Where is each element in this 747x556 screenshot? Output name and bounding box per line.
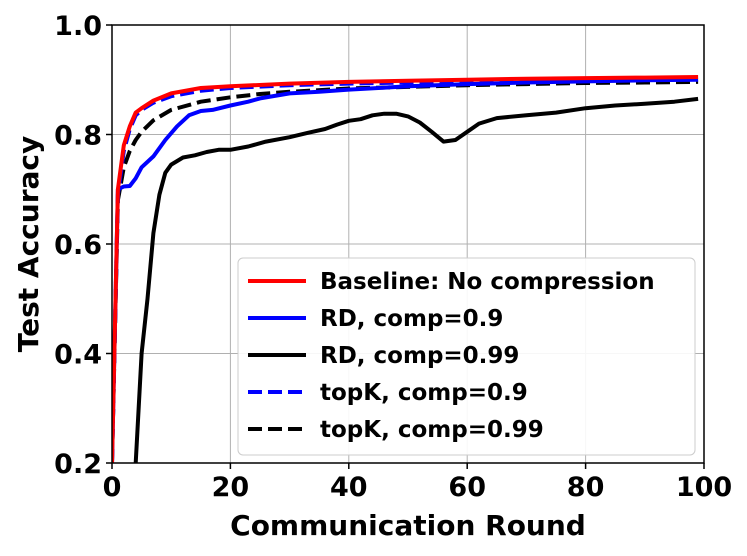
legend-box	[237, 257, 696, 456]
legend-label: topK, comp=0.9	[320, 380, 528, 406]
legend-label: RD, comp=0.9	[320, 306, 503, 332]
series-layer	[112, 75, 699, 463]
legend-label: RD, comp=0.99	[320, 343, 519, 369]
legend: Baseline: No compression RD, comp=0.9 RD, …	[237, 257, 696, 456]
y-tick-label: 1.0	[54, 11, 102, 42]
series-line-1	[112, 77, 699, 463]
x-tick-label: 80	[567, 472, 605, 503]
y-tick-label: 0.8	[54, 121, 102, 152]
x-tick-label: 0	[103, 472, 122, 503]
x-tick-label: 60	[448, 472, 486, 503]
series-line-2	[133, 96, 699, 463]
y-tick-label: 0.4	[54, 340, 102, 371]
y-tick-label: 0.2	[54, 449, 102, 480]
ticks: 0 20 40 60 80 100 0.2 0.4 0.6 0.8 1.0	[54, 11, 732, 503]
series-line-0	[112, 75, 699, 463]
legend-label: Baseline: No compression	[320, 269, 655, 295]
legend-label: topK, comp=0.99	[320, 417, 544, 443]
x-tick-label: 40	[330, 472, 368, 503]
y-axis-label: Test Accuracy	[12, 136, 45, 353]
x-tick-label: 20	[212, 472, 250, 503]
x-axis-label: Communication Round	[230, 509, 586, 542]
y-tick-label: 0.6	[54, 230, 102, 261]
x-tick-label: 100	[676, 472, 732, 503]
